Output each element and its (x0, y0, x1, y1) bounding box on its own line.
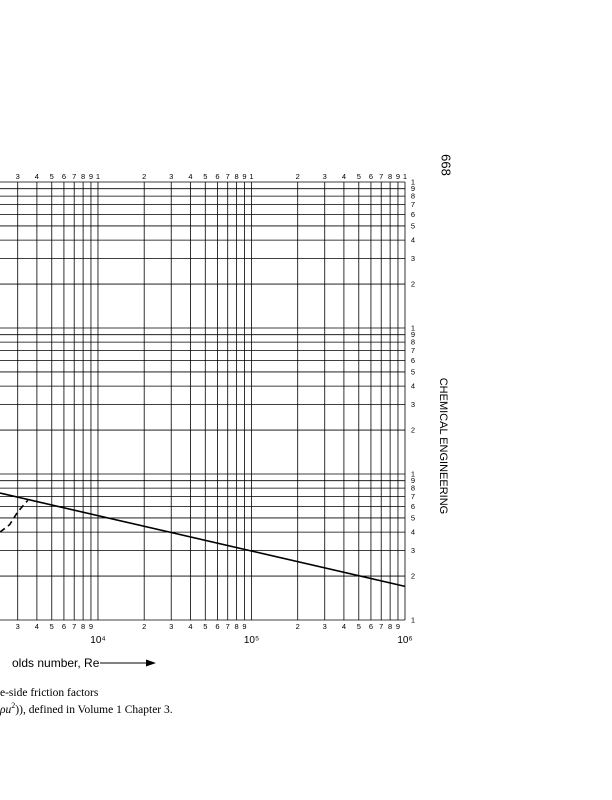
x-tick-label: 10⁶ (397, 635, 412, 646)
x2-tick-label: 5 (357, 172, 361, 181)
x-tick-label: 9 (396, 622, 400, 631)
x2-tick-label: 2 (142, 172, 146, 181)
x-tick-label: 7 (72, 622, 76, 631)
x2-tick-label: 4 (35, 172, 39, 181)
x-tick-label: 7 (226, 622, 230, 631)
y-tick-label: 7 (411, 200, 415, 209)
x-tick-label: 4 (188, 622, 192, 631)
x2-tick-label: 1 (96, 172, 100, 181)
caption-line: ρu2)), defined in Volume 1 Chapter 3. (0, 701, 173, 716)
x2-tick-label: 3 (169, 172, 173, 181)
y-tick-label: 6 (411, 210, 415, 219)
y-tick-label: 9 (411, 330, 415, 339)
page-number: 668 (439, 154, 454, 176)
x-tick-label: 9 (89, 622, 93, 631)
running-head: CHEMICAL ENGINEERING (437, 378, 449, 515)
x2-tick-label: 7 (379, 172, 383, 181)
x2-tick-label: 6 (369, 172, 373, 181)
x-tick-label: 5 (203, 622, 207, 631)
caption-text: ρu (0, 704, 12, 716)
x-tick-label: 7 (379, 622, 383, 631)
x2-tick-label: 7 (226, 172, 230, 181)
x-tick-label: 3 (16, 622, 20, 631)
x-tick-label: 4 (342, 622, 346, 631)
data-line (0, 492, 406, 588)
x2-tick-label: 5 (50, 172, 54, 181)
x-tick-label: 6 (215, 622, 219, 631)
y-tick-label: 1 (411, 470, 415, 479)
y-tick-label: 9 (411, 184, 415, 193)
x2-tick-label: 9 (242, 172, 246, 181)
x-tick-label: 3 (169, 622, 173, 631)
x-tick-label: 6 (62, 622, 66, 631)
y-tick-label: 2 (411, 426, 415, 435)
x-tick-label: 2 (296, 622, 300, 631)
arrow-head (146, 659, 156, 667)
x-tick-label: 8 (235, 622, 239, 631)
x2-tick-label: 1 (403, 172, 407, 181)
y-tick-label: 3 (411, 400, 415, 409)
caption-sup: 2 (11, 701, 15, 710)
y-tick-label: 8 (411, 338, 415, 347)
y-tick-label: 8 (411, 484, 415, 493)
y-tick-label: 1 (411, 324, 415, 333)
x-tick-label: 8 (388, 622, 392, 631)
caption-line: e-side friction factors (0, 687, 99, 699)
x-tick-label: 5 (357, 622, 361, 631)
x2-tick-label: 8 (235, 172, 239, 181)
x2-tick-label: 8 (388, 172, 392, 181)
y-tick-label: 1 (411, 616, 415, 625)
y-tick-label: 3 (411, 254, 415, 263)
x2-tick-label: 8 (81, 172, 85, 181)
x-tick-label: 5 (50, 622, 54, 631)
x-tick-label: 6 (369, 622, 373, 631)
x2-tick-label: 4 (188, 172, 192, 181)
caption-text: )), defined in Volume 1 Chapter 3. (15, 704, 172, 716)
y-tick-label: 4 (411, 382, 415, 391)
x-tick-label: 9 (242, 622, 246, 631)
x2-tick-label: 1 (249, 172, 253, 181)
x2-tick-label: 2 (296, 172, 300, 181)
x2-tick-label: 3 (323, 172, 327, 181)
x-axis-label: olds number, Re (12, 656, 100, 670)
x2-tick-label: 7 (72, 172, 76, 181)
x2-tick-label: 3 (16, 172, 20, 181)
y-tick-label: 8 (411, 192, 415, 201)
x2-tick-label: 9 (89, 172, 93, 181)
y-tick-label: 4 (411, 236, 415, 245)
y-tick-label: 6 (411, 356, 415, 365)
x2-tick-label: 6 (215, 172, 219, 181)
y-tick-label: 2 (411, 280, 415, 289)
data-line (0, 499, 29, 533)
y-tick-label: 6 (411, 502, 415, 511)
y-tick-label: 4 (411, 528, 415, 537)
x-tick-label: 10⁴ (90, 635, 105, 646)
x2-tick-label: 6 (62, 172, 66, 181)
y-tick-label: 7 (411, 346, 415, 355)
y-tick-label: 3 (411, 546, 415, 555)
y-tick-label: 2 (411, 572, 415, 581)
x2-tick-label: 9 (396, 172, 400, 181)
x2-tick-label: 5 (203, 172, 207, 181)
x-tick-label: 10⁵ (244, 635, 259, 646)
x-tick-label: 8 (81, 622, 85, 631)
y-tick-label: 7 (411, 492, 415, 501)
y-tick-label: 5 (411, 367, 415, 376)
x-tick-label: 3 (323, 622, 327, 631)
y-tick-label: 5 (411, 513, 415, 522)
y-tick-label: 9 (411, 476, 415, 485)
x-tick-label: 2 (142, 622, 146, 631)
y-tick-label: 5 (411, 221, 415, 230)
y-tick-label: 1 (411, 178, 415, 187)
x-tick-label: 4 (35, 622, 39, 631)
x2-tick-label: 4 (342, 172, 346, 181)
